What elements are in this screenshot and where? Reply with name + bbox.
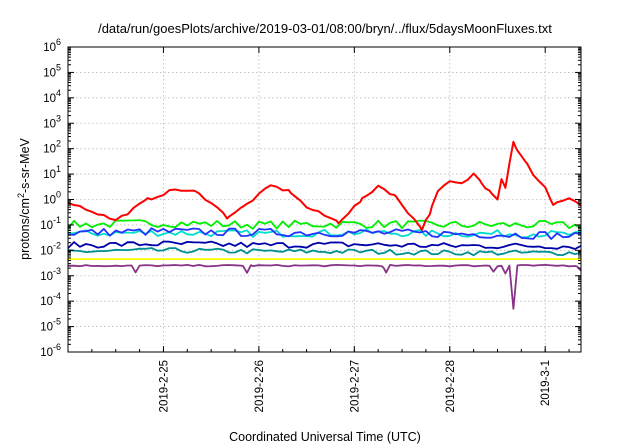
y-tick-label: 104 [43, 88, 61, 105]
y-tick-label: 105 [43, 62, 61, 79]
y-tick-label-base: 10 [43, 144, 56, 156]
series-layer [67, 140, 582, 310]
y-tick-label-exponent: -2 [53, 240, 61, 250]
x-axis-label: Coordinated Universal Time (UTC) [229, 430, 421, 444]
y-tick-label-base: 10 [43, 169, 56, 181]
x-axis: 2019-2-25 2019-2-26 2019-2-27 2019-2-28 2019… [67, 47, 570, 412]
series-line [67, 227, 582, 240]
y-tick-label: 10-2 [40, 240, 61, 257]
y-tick-label-exponent: 0 [56, 190, 61, 200]
y-tick-label-base: 10 [43, 42, 56, 54]
y-axis: 10-610-510-410-310-210-11001011021031041… [40, 37, 581, 359]
y-tick-label-base: 10 [40, 271, 53, 283]
y-tick-label-base: 10 [43, 195, 56, 207]
y-tick-label: 106 [43, 37, 61, 54]
series-line [67, 247, 582, 257]
y-tick-label: 10-5 [40, 317, 61, 334]
chart-title: /data/run/goesPlots/archive/2019-03-01/0… [98, 21, 552, 36]
y-tick-label-exponent: -4 [53, 291, 61, 301]
y-tick-label: 10-6 [40, 342, 61, 359]
y-axis-label-rest: -s-sr-MeV [18, 137, 32, 193]
y-tick-label-base: 10 [40, 245, 53, 257]
y-axis-label-superscript: 2 [16, 193, 26, 198]
y-tick-label: 101 [43, 164, 61, 181]
x-tick-label: 2019-2-28 [445, 360, 457, 412]
y-tick-label-exponent: -6 [53, 342, 61, 352]
x-tick-label: 2019-3-1 [540, 360, 552, 406]
series-line [67, 140, 582, 231]
y-tick-label-exponent: 3 [56, 113, 61, 123]
series-line [67, 263, 582, 310]
y-axis-label: protons/cm2-s-sr-MeV [16, 137, 32, 259]
y-tick-label-base: 10 [40, 220, 53, 232]
y-tick-label: 103 [43, 113, 61, 130]
y-tick-label-exponent: 5 [56, 62, 61, 72]
y-axis-label-main: protons/cm [18, 198, 32, 260]
y-tick-label-exponent: 6 [56, 37, 61, 47]
series-line [67, 228, 582, 239]
y-tick-label-exponent: 2 [56, 139, 61, 149]
x-tick-label: 2019-2-26 [254, 360, 266, 412]
y-tick-label-exponent: -1 [53, 215, 61, 225]
series-line [67, 219, 582, 230]
y-tick-label: 10-4 [40, 291, 61, 308]
x-tick-label: 2019-2-27 [349, 360, 361, 412]
y-tick-label-base: 10 [43, 118, 56, 130]
y-tick-label-base: 10 [43, 93, 56, 105]
x-tick-label: 2019-2-25 [158, 360, 170, 412]
y-tick-label-exponent: 4 [56, 88, 61, 98]
y-tick-label: 102 [43, 139, 61, 156]
y-tick-label-exponent: -3 [53, 266, 61, 276]
y-tick-label-base: 10 [40, 296, 53, 308]
series-line [67, 240, 582, 250]
y-tick-label: 10-1 [40, 215, 61, 232]
y-tick-label-exponent: 1 [56, 164, 61, 174]
y-tick-label-base: 10 [40, 322, 53, 334]
y-tick-label-base: 10 [40, 347, 53, 359]
y-tick-label: 10-3 [40, 266, 61, 283]
grid-lines [68, 47, 581, 352]
y-tick-label: 100 [43, 190, 61, 207]
y-tick-label-base: 10 [43, 67, 56, 79]
y-tick-label-exponent: -5 [53, 317, 61, 327]
